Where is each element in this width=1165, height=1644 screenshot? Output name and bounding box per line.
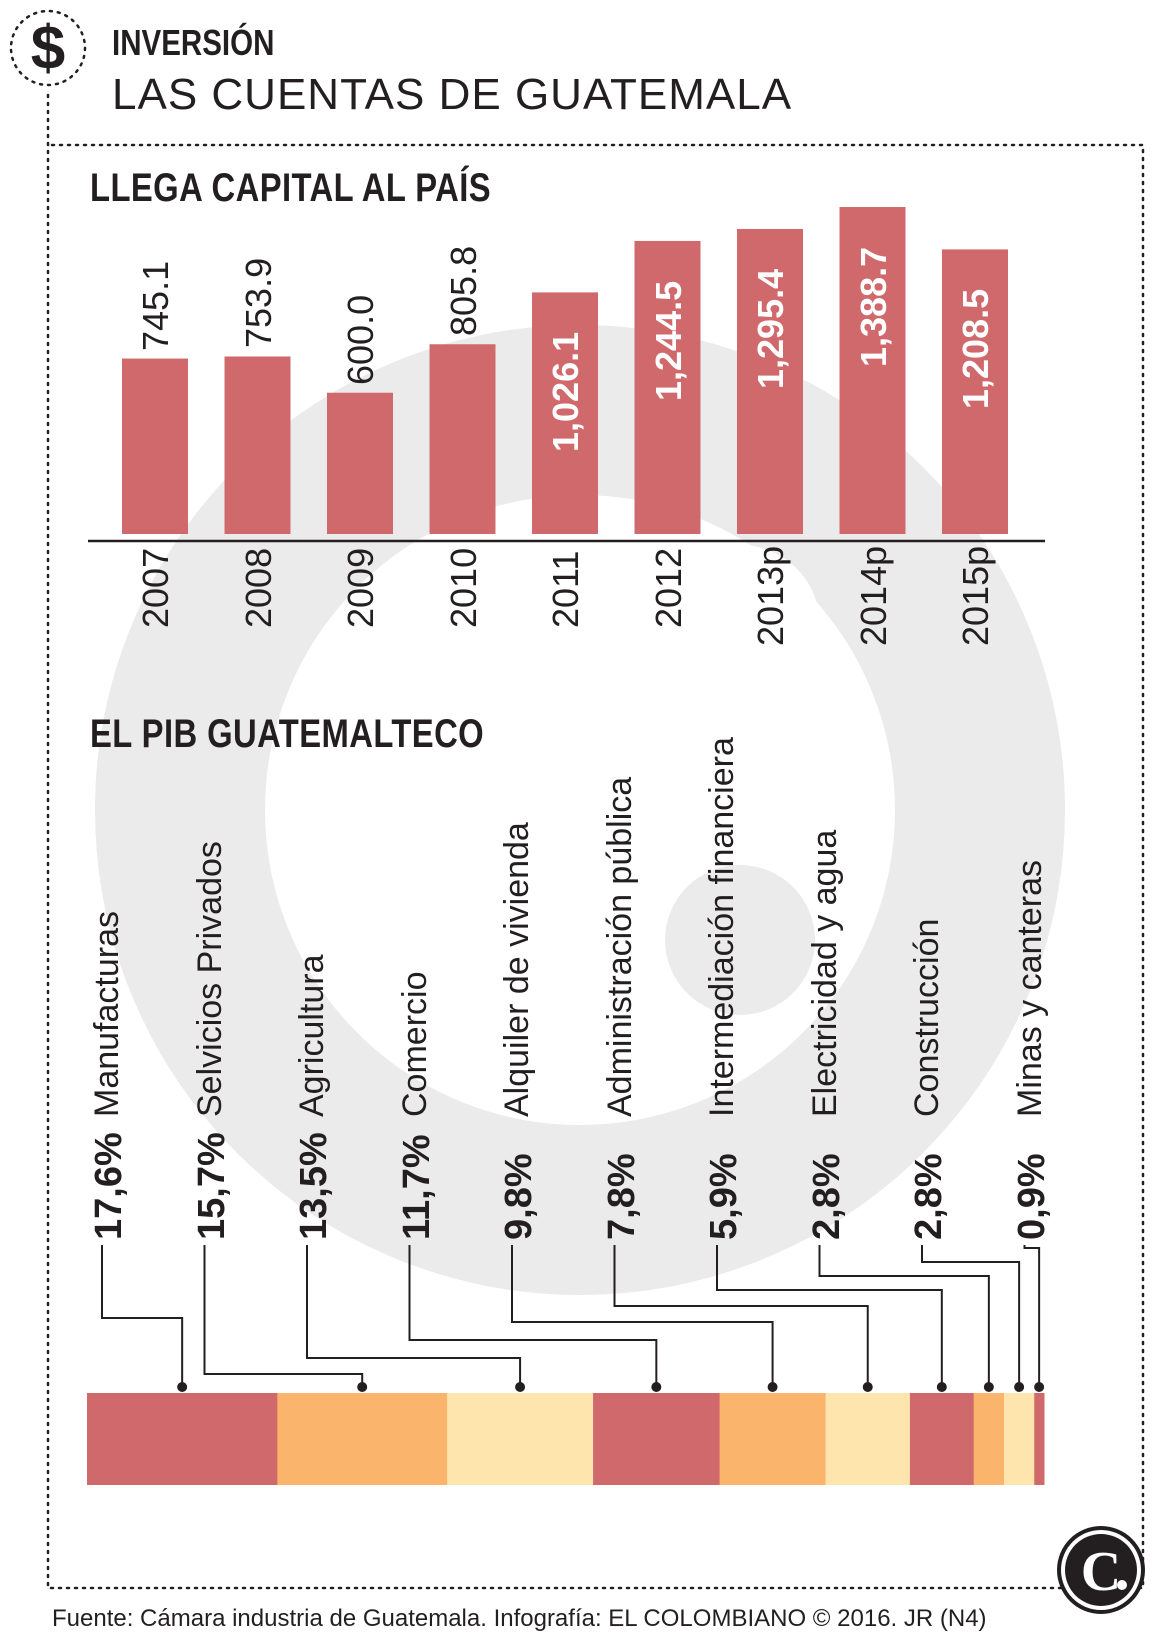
sector-label: Minas y canteras <box>1010 860 1049 1117</box>
capital-bar <box>737 228 803 534</box>
leader-line <box>306 1245 522 1387</box>
sector-label: Comercio <box>395 971 434 1117</box>
sector-label: Agricultura <box>293 954 331 1117</box>
dollar-icon: $ <box>30 14 66 83</box>
percent-label: 7,8% <box>600 1153 643 1240</box>
svg-text:C: C <box>1081 1541 1121 1603</box>
pib-segment <box>825 1393 911 1485</box>
bar-value-label: 1,208.5 <box>955 289 996 410</box>
dotted-frame <box>9 9 1145 1590</box>
leader-line <box>818 1245 990 1387</box>
leader-line <box>921 1245 1021 1387</box>
sector-label: Selvicios Privados <box>190 841 229 1117</box>
leader-line <box>408 1245 658 1387</box>
year-tick-label: 2011 <box>545 550 586 628</box>
leader-line <box>101 1245 184 1387</box>
leader-line <box>511 1245 774 1387</box>
percent-label: 0,9% <box>1010 1153 1053 1240</box>
capital-bar <box>942 249 1008 534</box>
percent-label: 13,5% <box>293 1132 335 1240</box>
leader-dot <box>357 1382 368 1392</box>
percent-label: 2,8% <box>805 1153 848 1240</box>
year-tick-label: 2009 <box>340 547 381 628</box>
leader-dot <box>515 1382 526 1392</box>
bar-value-label: 1,244.5 <box>647 280 689 401</box>
capital-bar-chart <box>88 207 1045 543</box>
percent-label: 17,6% <box>88 1132 130 1240</box>
pib-segment <box>87 1393 278 1485</box>
capital-bar <box>327 392 393 534</box>
sector-label: Construcción <box>908 918 946 1117</box>
leader-dot <box>177 1382 188 1392</box>
capital-bar <box>224 356 291 534</box>
pib-segment <box>277 1393 448 1485</box>
pib-stacked-chart <box>87 1245 1045 1485</box>
leader-line <box>613 1245 869 1387</box>
bar-value-label: 753.9 <box>237 258 279 349</box>
year-tick-label: 2013p <box>750 545 791 646</box>
bar-value-label: 1,295.4 <box>750 268 791 389</box>
year-tick-label: 2015p <box>955 545 996 646</box>
bar-value-label: 745.1 <box>135 260 176 351</box>
year-tick-label: 2014p <box>852 545 894 646</box>
pib-segment <box>909 1393 975 1485</box>
bar-value-label: 1,026.1 <box>545 332 586 453</box>
pib-segment <box>447 1393 594 1485</box>
capital-bar <box>429 344 496 534</box>
capital-bar <box>532 292 598 534</box>
bar-value-label: 1,388.7 <box>852 246 894 367</box>
pib-segment <box>593 1393 721 1485</box>
year-tick-label: 2010 <box>442 547 484 628</box>
capital-bar <box>634 240 701 534</box>
page-title: LAS CUENTAS DE GUATEMALA <box>112 70 793 119</box>
leader-dot <box>936 1382 947 1392</box>
percent-label: 11,7% <box>395 1134 438 1240</box>
sector-label: Electricidad y agua <box>805 829 844 1117</box>
capital-bar <box>122 358 188 534</box>
year-tick-label: 2007 <box>135 547 176 628</box>
percent-label: 15,7% <box>190 1132 233 1240</box>
leader-dot <box>651 1382 662 1392</box>
percent-label: 2,8% <box>908 1153 950 1240</box>
source-footer: Fuente: Cámara industria de Guatemala. I… <box>52 1605 987 1632</box>
leader-dot <box>1034 1382 1045 1392</box>
leader-line <box>1023 1245 1041 1387</box>
pib-segment <box>1034 1393 1045 1485</box>
bar-value-label: 805.8 <box>442 246 484 337</box>
sector-label: Alquiler de vivienda <box>498 822 536 1117</box>
capital-bar <box>839 207 906 534</box>
sector-label: Manufacturas <box>88 911 126 1117</box>
section-label: INVERSIÓN <box>112 22 275 63</box>
el-colombiano-logo-icon: C <box>1057 1526 1145 1614</box>
leader-dot <box>767 1382 778 1392</box>
leader-dot <box>983 1382 994 1392</box>
year-tick-label: 2008 <box>237 547 279 628</box>
pib-segment <box>1003 1393 1035 1485</box>
pib-chart-title: EL PIB GUATEMALTECO <box>90 712 485 756</box>
percent-label: 9,8% <box>498 1153 540 1240</box>
leader-dot <box>1014 1382 1025 1392</box>
leader-dot <box>862 1382 873 1392</box>
year-tick-label: 2012 <box>647 547 689 628</box>
percent-label: 5,9% <box>703 1153 745 1240</box>
bar-value-label: 600.0 <box>340 294 381 385</box>
pib-segment <box>973 1393 1005 1485</box>
sector-label: Administración pública <box>600 776 639 1117</box>
sector-label: Intermediación financiera <box>703 737 741 1117</box>
leader-line <box>203 1245 364 1387</box>
capital-chart-title: LLEGA CAPITAL AL PAÍS <box>90 166 492 210</box>
pib-segment <box>719 1393 827 1485</box>
leader-line <box>716 1245 943 1387</box>
